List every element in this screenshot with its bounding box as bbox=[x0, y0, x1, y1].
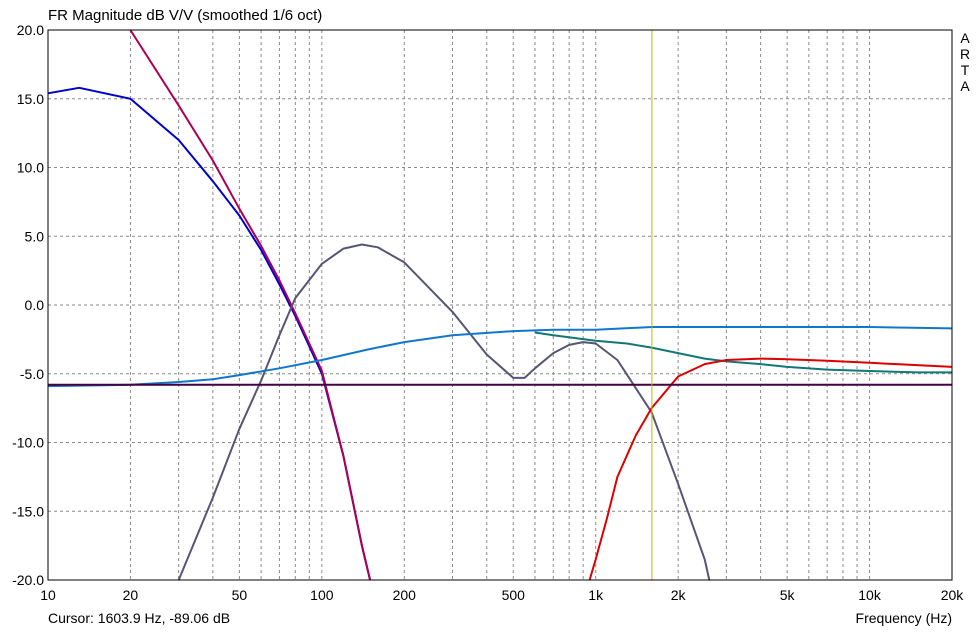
y-tick-label: -20.0 bbox=[12, 572, 44, 588]
y-tick-labels: 20.0 15.0 10.0 5.0 0.0 -5.0 -10.0 -15.0 -20.0 bbox=[12, 22, 44, 588]
x-tick-label: 200 bbox=[393, 587, 417, 603]
y-tick-label: -15.0 bbox=[12, 503, 44, 519]
x-tick-label: 20k bbox=[941, 587, 965, 603]
brand-letter: R bbox=[959, 46, 971, 62]
x-tick-label: 20 bbox=[123, 587, 139, 603]
grid bbox=[48, 30, 952, 580]
brand-letter: A bbox=[960, 30, 970, 46]
x-tick-label: 5k bbox=[780, 587, 796, 603]
series-group bbox=[47, 29, 953, 581]
x-tick-label: 500 bbox=[502, 587, 526, 603]
y-tick-label: 0.0 bbox=[25, 297, 45, 313]
y-tick-label: -10.0 bbox=[12, 435, 44, 451]
x-tick-label: 1k bbox=[588, 587, 604, 603]
chart-title: FR Magnitude dB V/V (smoothed 1/6 oct) bbox=[48, 7, 323, 24]
series-line bbox=[177, 243, 711, 581]
series-line bbox=[534, 331, 952, 374]
y-tick-label: 15.0 bbox=[17, 91, 44, 107]
series-line bbox=[129, 29, 372, 581]
x-tick-label: 2k bbox=[671, 587, 687, 603]
series-line bbox=[588, 357, 953, 581]
y-tick-label: -5.0 bbox=[20, 366, 44, 382]
series-line bbox=[47, 326, 953, 388]
brand-letter: A bbox=[960, 78, 970, 94]
x-tick-labels: 10 20 50 100 200 500 1k 2k 5k 10k 20k bbox=[40, 587, 964, 603]
y-tick-label: 10.0 bbox=[17, 160, 44, 176]
x-tick-label: 100 bbox=[310, 587, 334, 603]
x-tick-label: 10 bbox=[40, 587, 56, 603]
plot-frame bbox=[47, 29, 953, 581]
cursor-readout: Cursor: 1603.9 Hz, -89.06 dB bbox=[48, 610, 231, 626]
y-tick-label: 20.0 bbox=[17, 22, 44, 38]
brand-logo: A R T A bbox=[958, 30, 972, 94]
x-tick-label: 50 bbox=[232, 587, 248, 603]
x-tick-label: 10k bbox=[858, 587, 882, 603]
brand-letter: T bbox=[960, 62, 970, 78]
x-axis-label: Frequency (Hz) bbox=[855, 610, 952, 626]
y-tick-label: 5.0 bbox=[25, 228, 45, 244]
